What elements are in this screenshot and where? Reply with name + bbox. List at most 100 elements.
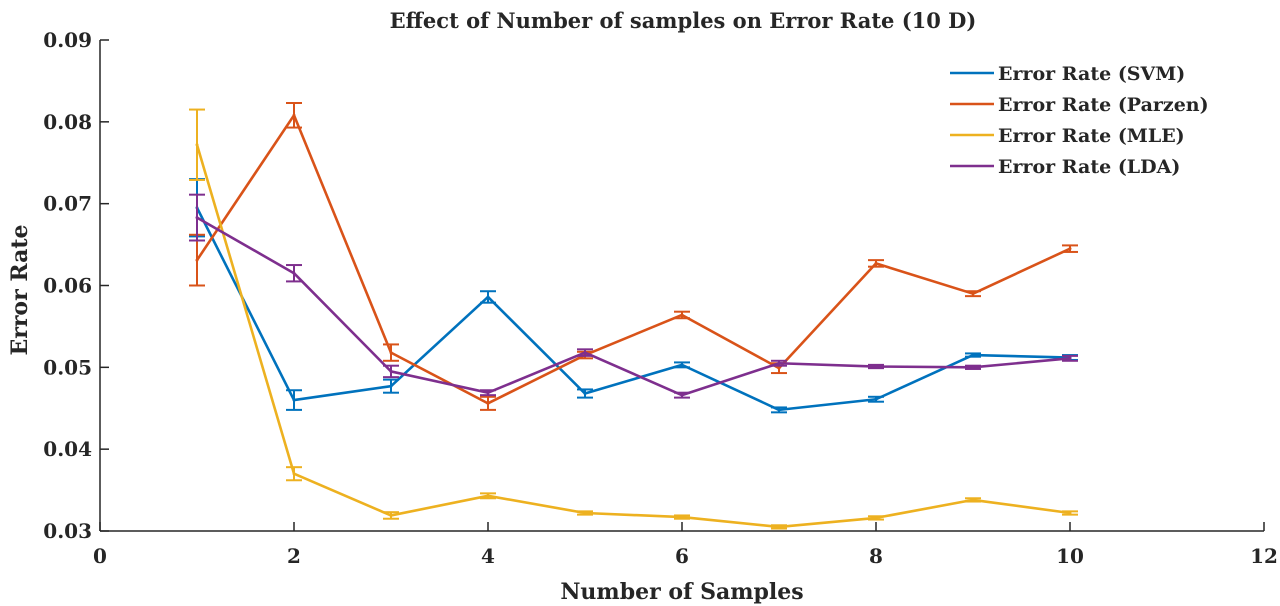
error-bar [965,364,981,370]
series-line [195,207,1071,412]
data-point [195,258,199,262]
data-point [389,384,393,388]
error-bar [965,290,981,298]
legend-label: Error Rate (SVM) [998,63,1185,85]
x-tick-label: 10 [1056,544,1084,568]
series-line [196,216,1071,397]
error-bar [480,389,496,397]
data-point [486,391,490,395]
legend-label: Error Rate (LDA) [998,156,1180,178]
error-bar [674,310,690,320]
data-point [1068,511,1072,515]
error-bar [868,259,884,268]
data-point [389,513,393,517]
series-3 [189,108,1078,530]
error-bar [965,497,981,503]
data-point [680,515,684,519]
data-point [1068,356,1072,360]
data-point [971,292,975,296]
error-bar [771,524,787,530]
error-bar [383,364,399,379]
error-bar [189,233,205,287]
error-bar [1062,244,1078,253]
data-point [874,261,878,265]
error-bar [480,492,496,500]
x-tick-label: 8 [869,544,883,568]
error-bar [286,102,302,129]
data-point [874,397,878,401]
data-point [680,313,684,317]
data-point [292,472,296,476]
data-point [874,365,878,369]
error-bar [286,389,302,411]
data-point [292,113,296,117]
error-bar [771,406,787,414]
data-point [486,494,490,498]
y-tick-label: 0.08 [43,110,92,134]
legend: Error Rate (SVM) Error Rate (Parzen) Error… [950,63,1209,178]
y-tick-label: 0.06 [43,274,92,298]
y-tick-label: 0.04 [43,437,92,461]
x-axis-label: Number of Samples [560,579,803,605]
error-bar [771,359,787,367]
error-bar [383,343,399,362]
series-1 [189,178,1078,414]
data-point [874,516,878,520]
error-bar [868,515,884,521]
data-point [486,295,490,299]
error-bar [383,378,399,394]
y-tick-label: 0.07 [43,192,92,216]
chart-title: Effect of Number of samples on Error Rat… [390,8,977,33]
x-tick-label: 12 [1250,544,1278,568]
data-point [680,393,684,397]
error-bar [674,361,690,369]
error-bar [1062,510,1078,516]
data-point [777,408,781,412]
error-bar [577,510,593,516]
x-tick-label: 2 [287,544,301,568]
legend-label: Error Rate (Parzen) [998,94,1209,116]
series-line [195,144,1071,529]
data-point [292,398,296,402]
error-bar [1062,354,1078,362]
error-bar [286,264,302,283]
data-point [195,143,199,147]
data-point [971,365,975,369]
error-bar [480,395,496,411]
error-bar [674,514,690,520]
x-tick-label: 4 [481,544,495,568]
series-4 [189,193,1078,399]
error-bar [577,388,593,399]
legend-label: Error Rate (MLE) [998,125,1185,147]
error-bar [480,290,496,304]
y-tick-label: 0.09 [43,28,92,52]
data-point [195,216,199,220]
error-bar [868,363,884,370]
error-bar [286,466,302,482]
error-bar [383,511,399,520]
error-bar [674,391,690,399]
x-ticks: 0 2 4 6 8 10 12 [93,522,1278,568]
data-point [389,351,393,355]
data-point [583,351,587,355]
error-bar [868,395,884,403]
y-tick-label: 0.03 [43,519,92,543]
y-ticks: 0.03 0.04 0.05 0.06 0.07 0.08 0.09 [43,28,109,543]
error-bar [965,352,981,358]
series-line [195,113,1071,405]
x-tick-label: 6 [675,544,689,568]
data-point [1068,247,1072,251]
data-point [583,392,587,396]
data-point [777,525,781,529]
error-bar [189,108,205,181]
error-bar [577,348,593,357]
data-point [680,363,684,367]
data-point [486,401,490,405]
data-point [292,271,296,275]
data-point [389,369,393,373]
series-2 [189,102,1078,411]
data-point [777,361,781,365]
error-bar [189,193,205,242]
data-point [777,366,781,370]
